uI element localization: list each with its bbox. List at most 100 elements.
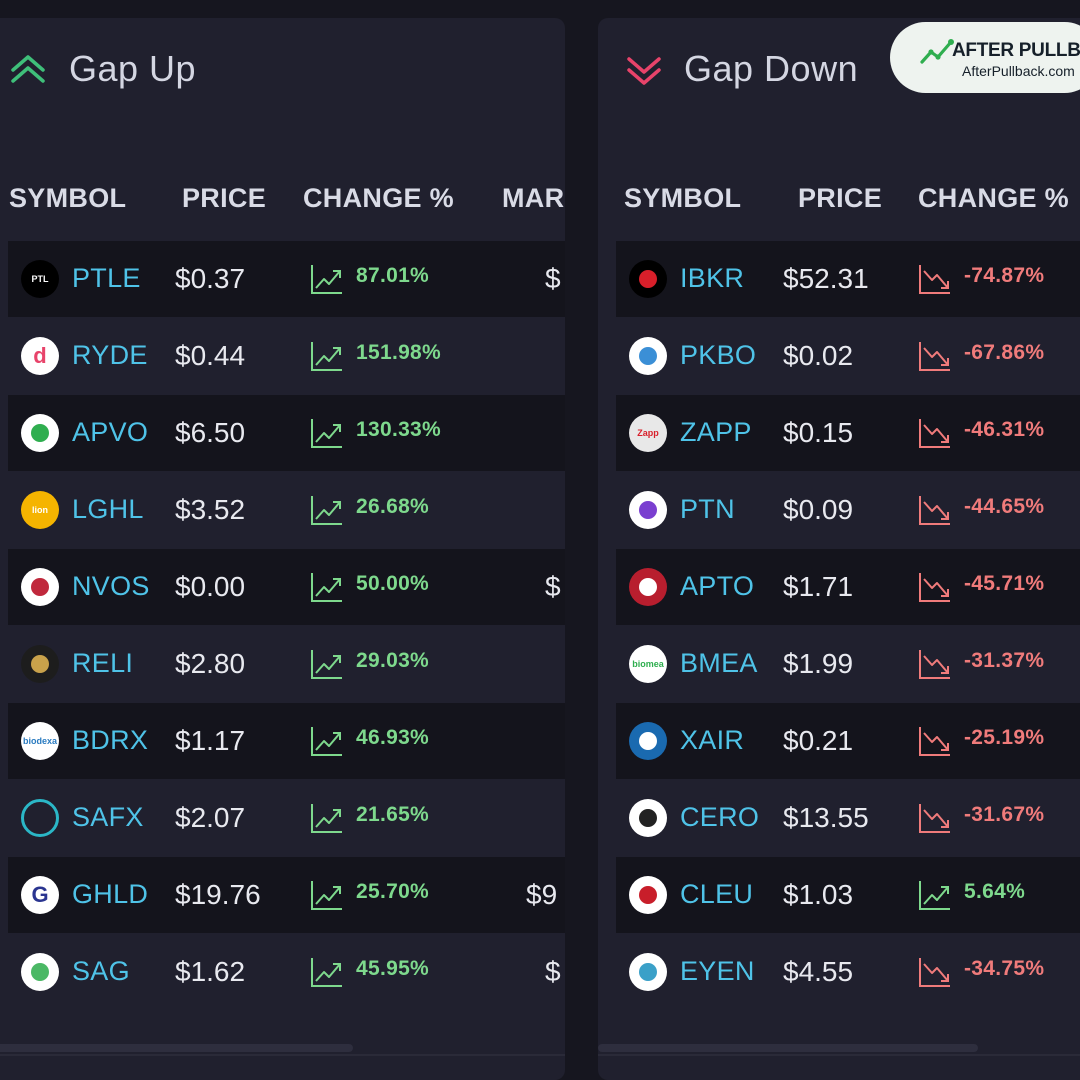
column-header-market[interactable]: MAR [502,183,565,213]
symbol-link[interactable]: APVO [72,417,149,447]
trend-up-icon [311,419,342,448]
logo-mark [639,501,657,519]
table-row[interactable]: APVO $6.50 130.33% [8,395,565,471]
column-header-price[interactable]: PRICE [798,183,883,213]
change-percent: -46.31% [964,418,1045,441]
column-header-change[interactable]: CHANGE % [918,183,1069,213]
price-value: $1.17 [175,725,246,756]
table-row[interactable]: lion LGHL $3.52 26.68% [8,472,565,548]
company-logo [629,337,667,375]
table-row[interactable]: G GHLD $19.76 25.70% $9 [8,857,565,933]
column-headers: SYMBOL PRICE CHANGE % [598,183,1080,223]
trend-up-icon [311,265,342,294]
brand-url[interactable]: AfterPullback.com [962,63,1075,79]
logo-mark [639,809,657,827]
table-row[interactable]: EYEN $4.55 -34.75% [616,934,1080,1010]
price-value: $4.55 [783,956,854,987]
symbol-link[interactable]: BMEA [680,648,758,678]
gap-up-panel: Gap Up SYMBOL PRICE CHANGE % MAR PTL PTLE… [0,18,565,1080]
company-logo [21,568,59,606]
change-percent: -25.19% [964,726,1045,749]
table-row[interactable]: SAFX $2.07 21.65% [8,780,565,856]
horizontal-scrollbar[interactable] [598,1044,978,1052]
symbol-link[interactable]: SAG [72,956,130,986]
company-logo: Zapp [629,414,667,452]
table-row[interactable]: CERO $13.55 -31.67% [616,780,1080,856]
change-percent: 87.01% [356,264,430,287]
table-row[interactable]: SAG $1.62 45.95% $ [8,934,565,1010]
trend-down-icon [919,650,950,679]
company-logo [629,953,667,991]
table-row[interactable]: APTO $1.71 -45.71% [616,549,1080,625]
symbol-link[interactable]: APTO [680,571,755,601]
market-cap-value: $ [545,571,561,602]
column-header-price[interactable]: PRICE [182,183,267,213]
trend-logo-icon [920,39,954,64]
column-header-change[interactable]: CHANGE % [303,183,454,213]
table-row[interactable]: biodexa BDRX $1.17 46.93% [8,703,565,779]
table-row[interactable]: RELI $2.80 29.03% [8,626,565,702]
brand-name: AFTER PULLBACK [952,40,1080,61]
company-logo [21,953,59,991]
table-row[interactable]: PTL PTLE $0.37 87.01% $ [8,241,565,317]
price-value: $1.03 [783,879,854,910]
table-row[interactable]: d RYDE $0.44 151.98% [8,318,565,394]
symbol-link[interactable]: PTLE [72,263,141,293]
symbol-link[interactable]: CLEU [680,879,754,909]
table-row[interactable]: Zapp ZAPP $0.15 -46.31% [616,395,1080,471]
symbol-link[interactable]: BDRX [72,725,149,755]
price-value: $0.02 [783,340,854,371]
company-logo: d [21,337,59,375]
change-percent: 26.68% [356,495,430,518]
symbol-link[interactable]: GHLD [72,879,149,909]
change-percent: -44.65% [964,495,1045,518]
chevrons-down-icon [627,57,661,85]
table-row[interactable]: IBKR $52.31 -74.87% [616,241,1080,317]
company-logo [21,414,59,452]
table-row[interactable]: PKBO $0.02 -67.86% [616,318,1080,394]
trend-down-icon [919,958,950,987]
symbol-link[interactable]: RYDE [72,340,148,370]
symbol-link[interactable]: LGHL [72,494,144,524]
symbol-link[interactable]: PTN [680,494,735,524]
trend-down-icon [919,573,950,602]
price-value: $0.00 [175,571,246,602]
change-percent: 21.65% [356,803,430,826]
trend-up-icon [311,727,342,756]
logo-mark [639,270,657,288]
logo-mark [639,578,657,596]
logo-mark [31,963,49,981]
divider [0,1054,565,1056]
table-row[interactable]: XAIR $0.21 -25.19% [616,703,1080,779]
change-percent: -34.75% [964,957,1045,980]
symbol-link[interactable]: XAIR [680,725,745,755]
symbol-link[interactable]: IBKR [680,263,745,293]
table-row[interactable]: biomea BMEA $1.99 -31.37% [616,626,1080,702]
trend-up-icon [311,958,342,987]
logo-mark [639,963,657,981]
column-header-symbol[interactable]: SYMBOL [9,183,127,213]
symbol-link[interactable]: EYEN [680,956,755,986]
column-header-symbol[interactable]: SYMBOL [624,183,742,213]
table-row[interactable]: PTN $0.09 -44.65% [616,472,1080,548]
trend-up-icon [311,573,342,602]
company-logo [629,722,667,760]
symbol-link[interactable]: ZAPP [680,417,752,447]
change-percent: -67.86% [964,341,1045,364]
table-row[interactable]: NVOS $0.00 50.00% $ [8,549,565,625]
symbol-link[interactable]: NVOS [72,571,150,601]
trend-down-icon [919,804,950,833]
table-row[interactable]: CLEU $1.03 5.64% [616,857,1080,933]
symbol-link[interactable]: RELI [72,648,134,678]
horizontal-scrollbar[interactable] [0,1044,353,1052]
change-percent: 151.98% [356,341,442,364]
price-value: $0.21 [783,725,854,756]
change-percent: 5.64% [964,880,1026,903]
symbol-link[interactable]: CERO [680,802,760,832]
company-logo [21,645,59,683]
panel-title: Gap Up [69,48,197,89]
symbol-link[interactable]: PKBO [680,340,757,370]
price-value: $0.44 [175,340,246,371]
symbol-link[interactable]: SAFX [72,802,144,832]
price-value: $0.09 [783,494,854,525]
